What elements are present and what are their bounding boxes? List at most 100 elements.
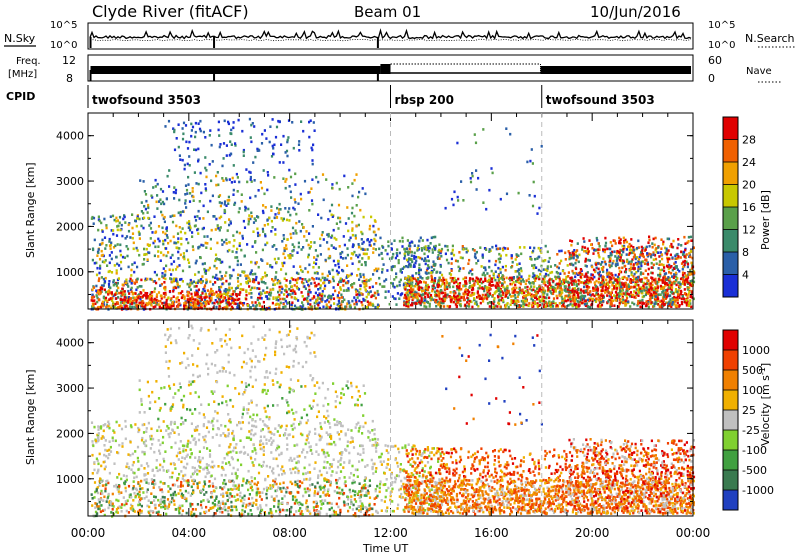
scatter-cell: [178, 302, 181, 306]
scatter-cell: [501, 296, 504, 300]
scatter-cell: [381, 257, 384, 260]
scatter-cell: [473, 133, 476, 136]
scatter-cell: [540, 299, 543, 302]
scatter-cell: [446, 293, 449, 297]
scatter-cell: [235, 251, 238, 254]
scatter-cell: [232, 299, 235, 302]
scatter-cell: [437, 257, 440, 260]
scatter-cell: [357, 245, 361, 249]
scatter-cell: [427, 244, 430, 248]
scatter-cell: [569, 262, 572, 266]
scatter-cell: [567, 288, 570, 291]
scatter-cell: [150, 296, 153, 299]
scatter-cell: [560, 293, 563, 296]
scatter-cell: [355, 254, 358, 257]
scatter-cell: [502, 248, 505, 252]
scatter-cell: [325, 178, 328, 181]
scatter-cell: [161, 226, 164, 230]
scatter-cell: [145, 247, 148, 251]
scatter-cell: [427, 264, 430, 267]
scatter-cell: [273, 143, 276, 147]
scatter-cell: [532, 288, 535, 292]
scatter-cell: [131, 232, 135, 235]
scatter-cell: [375, 282, 378, 285]
scatter-cell: [647, 292, 650, 296]
scatter-cell: [575, 267, 578, 271]
scatter-cell: [406, 252, 410, 256]
scatter-cell: [666, 294, 669, 297]
scatter-cell: [215, 174, 218, 178]
scatter-cell: [163, 215, 166, 219]
scatter-cell: [278, 293, 281, 297]
scatter-cell: [295, 212, 298, 216]
scatter-cell: [227, 120, 230, 124]
scatter-cell: [311, 297, 314, 300]
scatter-cell: [510, 266, 513, 269]
scatter-cell: [563, 305, 566, 309]
scatter-cell: [571, 269, 574, 273]
scatter-cell: [227, 302, 230, 306]
scatter-cell: [254, 155, 257, 159]
noise-sky-trace: [89, 28, 692, 40]
beam-title: Beam 01: [354, 3, 421, 21]
scatter-cell: [686, 288, 690, 291]
scatter-cell: [222, 179, 225, 182]
scatter-cell: [229, 276, 232, 280]
scatter-cell: [216, 241, 219, 245]
scatter-cell: [261, 248, 264, 252]
scatter-cell: [634, 291, 637, 295]
scatter-cell: [651, 280, 654, 283]
scatter-cell: [179, 303, 182, 307]
scatter-cell: [115, 269, 118, 272]
scatter-cell: [544, 244, 547, 248]
scatter-cell: [629, 280, 632, 283]
scatter-cell: [207, 268, 210, 272]
scatter-cell: [225, 204, 228, 207]
scatter-cell: [588, 276, 591, 280]
scatter-cell: [377, 267, 380, 271]
scatter-cell: [492, 272, 495, 276]
scatter-cell: [511, 278, 514, 282]
scatter-cell: [234, 256, 237, 259]
scatter-cell: [337, 259, 340, 263]
scatter-cell: [326, 233, 329, 236]
scatter-cell: [354, 288, 357, 291]
scatter-cell: [450, 262, 453, 265]
scatter-cell: [682, 297, 685, 301]
scatter-cell: [289, 213, 292, 217]
scatter-cell: [194, 293, 197, 297]
scatter-cell: [683, 272, 686, 275]
scatter-cell: [384, 249, 387, 252]
scatter-cell: [629, 262, 632, 266]
scatter-cell: [330, 244, 333, 247]
scatter-cell: [533, 276, 536, 280]
scatter-cell: [555, 277, 558, 281]
scatter-cell: [293, 284, 296, 287]
scatter-cell: [250, 180, 253, 183]
scatter-cell: [451, 248, 454, 252]
scatter-cell: [194, 298, 197, 301]
scatter-cell: [297, 143, 301, 146]
scatter-cell: [337, 305, 340, 308]
scatter-cell: [432, 281, 436, 285]
scatter-cell: [236, 293, 240, 296]
scatter-cell: [215, 273, 218, 277]
scatter-cell: [464, 280, 468, 283]
scatter-cell: [260, 277, 263, 281]
scatter-cell: [627, 253, 630, 256]
scatter-cell: [470, 294, 473, 297]
scatter-cell: [223, 203, 226, 206]
scatter-cell: [258, 287, 261, 290]
scatter-cell: [411, 279, 414, 282]
scatter-cell: [398, 280, 401, 284]
scatter-cell: [440, 289, 443, 292]
freq-label-1: Freq.: [16, 56, 41, 67]
scatter-cell: [283, 249, 286, 252]
scatter-cell: [121, 287, 124, 291]
scatter-cell: [604, 285, 607, 289]
scatter-cell: [372, 304, 375, 307]
scatter-cell: [688, 286, 691, 290]
scatter-cell: [575, 284, 578, 288]
scatter-cell: [428, 246, 431, 250]
scatter-cell: [595, 263, 598, 266]
